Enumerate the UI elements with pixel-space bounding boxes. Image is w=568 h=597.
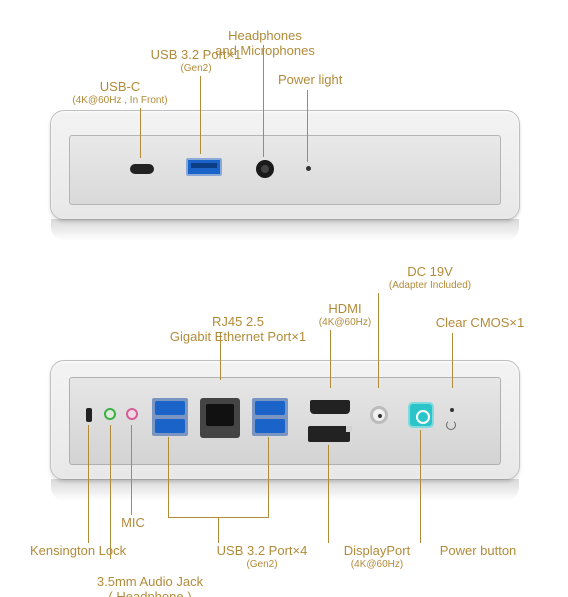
label-text: 3.5mm Audio Jack ( Headphone ) bbox=[70, 575, 230, 597]
leader-line bbox=[200, 76, 201, 154]
label-subtext: (4K@60Hz) bbox=[322, 559, 432, 571]
leader-line bbox=[110, 425, 111, 559]
label-power-light: Power light bbox=[278, 73, 378, 88]
leader-line bbox=[452, 333, 453, 388]
dc-jack-icon bbox=[370, 406, 388, 424]
rj45-port-icon bbox=[200, 398, 240, 438]
leader-line bbox=[88, 425, 89, 543]
label-hdmi: HDMI (4K@60Hz) bbox=[305, 302, 385, 328]
label-text: DC 19V bbox=[370, 265, 490, 280]
reset-icon bbox=[446, 420, 456, 430]
label-mic: MIC bbox=[108, 516, 158, 531]
power-button-icon bbox=[408, 402, 434, 428]
label-subtext: (Gen2) bbox=[192, 559, 332, 571]
device-front-view bbox=[50, 110, 520, 220]
device-back-view bbox=[50, 360, 520, 480]
label-displayport: DisplayPort (4K@60Hz) bbox=[322, 544, 432, 570]
label-text: USB-C bbox=[55, 80, 185, 95]
label-power-button: Power button bbox=[418, 544, 538, 559]
leader-line bbox=[307, 90, 308, 162]
device-back-face bbox=[69, 377, 501, 465]
usb-a-port-icon bbox=[186, 158, 222, 176]
leader-line bbox=[220, 332, 221, 380]
label-text: Power light bbox=[278, 73, 378, 88]
leader-line bbox=[140, 108, 141, 158]
usb-stack-2-icon bbox=[252, 398, 288, 436]
label-text: USB 3.2 Port×4 bbox=[192, 544, 332, 559]
label-text: Power button bbox=[418, 544, 538, 559]
label-dc19v: DC 19V (Adapter Included) bbox=[370, 265, 490, 291]
label-kensington: Kensington Lock bbox=[30, 544, 170, 559]
label-headphones: Headphones and Microphones bbox=[190, 14, 340, 74]
label-usb-c: USB-C (4K@60Hz , In Front) bbox=[55, 80, 185, 106]
leader-line bbox=[131, 425, 132, 515]
leader-line bbox=[218, 517, 219, 543]
kensington-lock-icon bbox=[86, 408, 92, 422]
leader-line bbox=[263, 45, 264, 157]
leader-line bbox=[328, 445, 329, 543]
headphone-jack-icon bbox=[104, 408, 116, 420]
label-text: RJ45 2.5 Gigabit Ethernet Port×1 bbox=[148, 315, 328, 345]
label-clear-cmos: Clear CMOS×1 bbox=[420, 316, 540, 331]
label-text: HDMI bbox=[305, 302, 385, 317]
leader-line bbox=[330, 330, 331, 388]
audio-jack-icon bbox=[256, 160, 274, 178]
label-rj45: RJ45 2.5 Gigabit Ethernet Port×1 bbox=[148, 300, 328, 360]
label-subtext: (4K@60Hz , In Front) bbox=[55, 95, 185, 107]
device-front-face bbox=[69, 135, 501, 205]
clear-cmos-pinhole-icon bbox=[450, 408, 454, 412]
device-shadow bbox=[51, 219, 519, 241]
label-text: MIC bbox=[108, 516, 158, 531]
usb-c-port-icon bbox=[130, 164, 154, 174]
device-shadow bbox=[51, 479, 519, 501]
label-subtext: (4K@60Hz) bbox=[305, 317, 385, 329]
leader-line bbox=[268, 437, 269, 517]
leader-line bbox=[168, 437, 169, 517]
hdmi-port-icon bbox=[310, 400, 350, 414]
label-text: Kensington Lock bbox=[30, 544, 170, 559]
displayport-icon bbox=[308, 426, 350, 442]
label-usb32x4: USB 3.2 Port×4 (Gen2) bbox=[192, 544, 332, 570]
leader-line bbox=[420, 430, 421, 543]
label-text: Headphones and Microphones bbox=[190, 29, 340, 59]
mic-jack-icon bbox=[126, 408, 138, 420]
usb-stack-1-icon bbox=[152, 398, 188, 436]
label-subtext: (Adapter Included) bbox=[370, 280, 490, 292]
power-light-icon bbox=[306, 166, 311, 171]
label-text: Clear CMOS×1 bbox=[420, 316, 540, 331]
label-text: DisplayPort bbox=[322, 544, 432, 559]
